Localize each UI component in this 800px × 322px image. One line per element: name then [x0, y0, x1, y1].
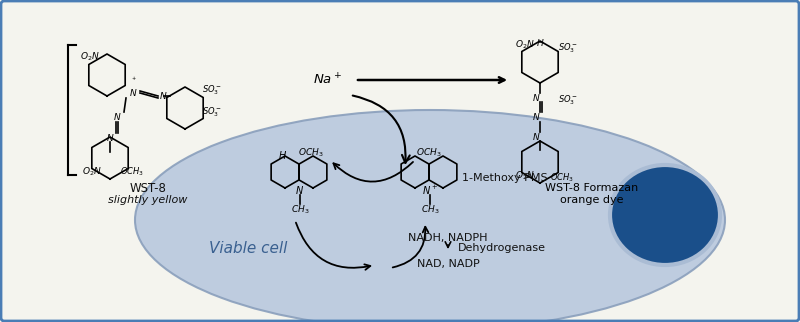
Text: $O_2N$: $O_2N$ [515, 39, 535, 51]
Text: WST-8 Formazan: WST-8 Formazan [546, 183, 638, 193]
Text: $O_2N$: $O_2N$ [82, 166, 102, 178]
Ellipse shape [610, 165, 720, 265]
Text: $N$: $N$ [295, 184, 305, 196]
Text: orange dye: orange dye [560, 195, 624, 205]
Text: Dehydrogenase: Dehydrogenase [458, 243, 546, 253]
Text: $H$: $H$ [278, 149, 287, 161]
Text: WST-8: WST-8 [130, 182, 166, 194]
Text: NADH, NADPH: NADH, NADPH [408, 233, 488, 243]
Text: $SO_3^-$: $SO_3^-$ [202, 105, 222, 119]
Text: $N$: $N$ [129, 87, 138, 98]
Text: $OCH_3$: $OCH_3$ [120, 166, 144, 178]
Text: $O_2N$: $O_2N$ [515, 170, 535, 182]
Text: $N$: $N$ [532, 130, 540, 141]
Text: $CH_3$: $CH_3$ [421, 204, 439, 216]
FancyArrowPatch shape [393, 227, 428, 268]
Text: $OCH_3$: $OCH_3$ [298, 147, 324, 159]
Text: $N$: $N$ [532, 110, 540, 121]
Text: NAD, NADP: NAD, NADP [417, 259, 479, 269]
FancyArrowPatch shape [353, 96, 410, 163]
Text: $SO_3^-$: $SO_3^-$ [558, 93, 578, 107]
Text: $N$: $N$ [532, 91, 540, 102]
FancyArrowPatch shape [296, 223, 370, 270]
Ellipse shape [135, 110, 725, 322]
Text: $N$: $N$ [113, 110, 122, 121]
Text: $O_2N$: $O_2N$ [80, 51, 100, 63]
Text: $Na^+$: $Na^+$ [314, 72, 342, 88]
Text: 1-Methoxy PMS: 1-Methoxy PMS [462, 173, 548, 183]
Text: $OCH_3$: $OCH_3$ [416, 147, 442, 159]
Text: $N$: $N$ [106, 131, 114, 143]
Text: $CH_3$: $CH_3$ [290, 204, 310, 216]
Text: $N^+$: $N^+$ [422, 184, 438, 196]
Text: slightly yellow: slightly yellow [108, 195, 188, 205]
Text: $N$: $N$ [158, 90, 167, 100]
Text: $H$: $H$ [536, 36, 544, 48]
FancyArrowPatch shape [334, 162, 413, 182]
Text: Viable cell: Viable cell [209, 241, 287, 255]
Text: $^+$: $^+$ [130, 77, 136, 83]
Text: $SO_3^-$: $SO_3^-$ [558, 41, 578, 55]
Text: $SO_3^-$: $SO_3^-$ [202, 83, 222, 97]
Text: $OCH_3$: $OCH_3$ [550, 172, 574, 184]
